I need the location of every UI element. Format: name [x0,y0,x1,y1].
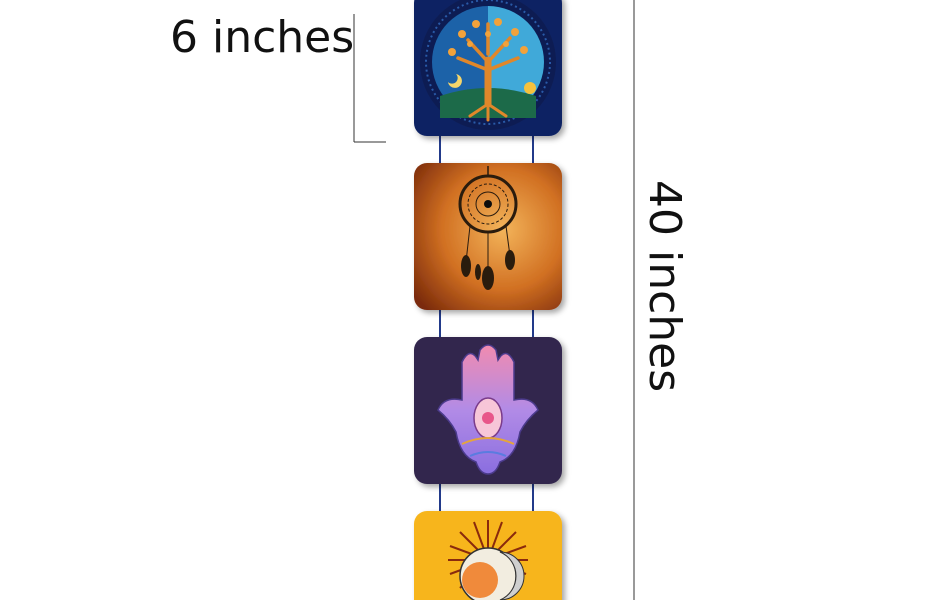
panel-connectors [439,136,534,511]
width-dimension-label: 6 inches [170,12,355,63]
hamsa-panel [414,337,562,484]
tree-icon [456,22,520,122]
tree-of-life-panel [414,0,562,136]
sun-moon-panel [414,511,562,600]
hamsa-icon [437,344,539,475]
dreamcatcher-panel [414,163,562,310]
width-dimension-bracket [353,14,386,143]
